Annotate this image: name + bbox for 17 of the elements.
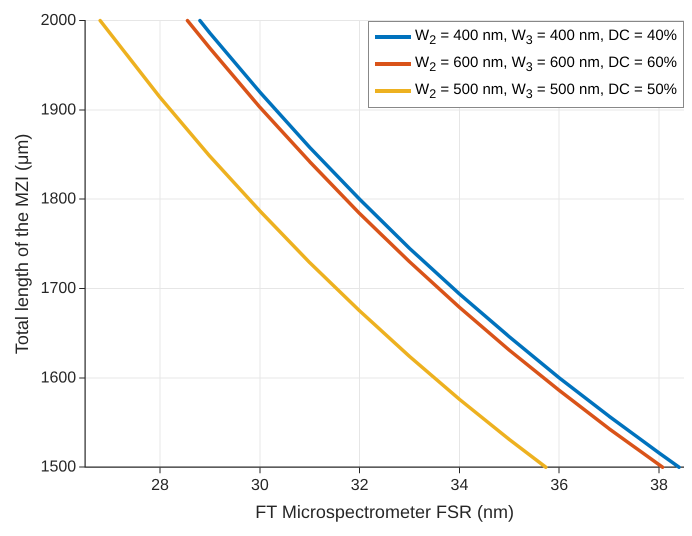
y-axis-title: Total length of the MZI (μm) (12, 134, 32, 354)
y-tick-label: 2000 (40, 12, 76, 30)
legend-label: W$_{2}$ = 500 nm, W$_{3}$ = 500 nm, DC = 50% (415, 81, 677, 102)
x-tick-label: 36 (550, 477, 568, 494)
y-tick-label: 1800 (40, 190, 76, 208)
y-tick-label: 1500 (40, 458, 76, 476)
x-tick-label: 38 (650, 477, 668, 494)
legend-label: W$_{2}$ = 600 nm, W$_{3}$ = 600 nm, DC = 60% (415, 54, 677, 74)
y-tick-label: 1700 (40, 280, 76, 297)
y-tick-label: 1900 (40, 101, 76, 118)
x-tick-label: 30 (250, 477, 269, 494)
x-tick-label: 32 (350, 477, 369, 494)
y-tick-label: 1600 (40, 369, 76, 386)
x-tick-label: 28 (151, 477, 170, 494)
x-tick-label: 34 (450, 477, 468, 494)
x-axis-title: FT Microspectrometer FSR (nm) (255, 502, 514, 522)
legend-label: W$_{2}$ = 400 nm, W$_{3}$ = 400 nm, DC = 40% (415, 27, 677, 48)
